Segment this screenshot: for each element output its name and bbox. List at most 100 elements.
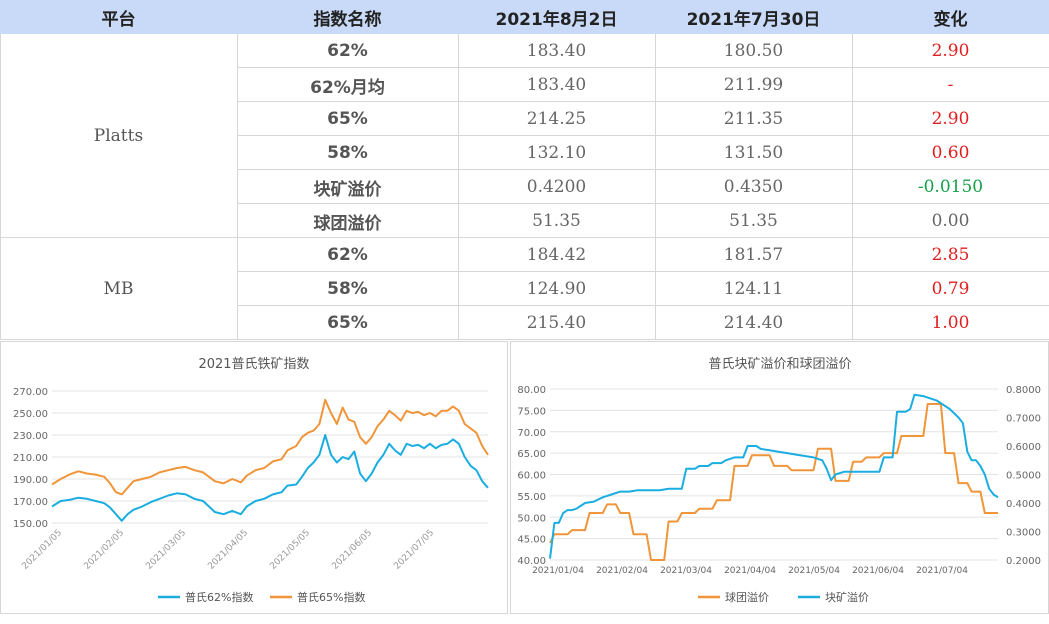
y-tick-label: 65.00: [517, 449, 546, 460]
value-date-2-cell: 211.35: [723, 109, 784, 129]
y-tick-label: 75.00: [517, 406, 546, 417]
y-tick-label: 190.00: [13, 475, 48, 486]
change-cell: 2.90: [931, 41, 970, 61]
value-date-2-cell: 131.50: [723, 143, 784, 163]
chart-title: 2021普氏铁矿指数: [198, 357, 309, 372]
value-date-2-cell: 124.11: [723, 279, 784, 299]
header-index-name: 指数名称: [237, 0, 458, 34]
value-date-1-cell: 124.90: [526, 279, 587, 299]
iron-ore-index-chart: 2021普氏铁矿指数 150.00 170.00 190.00 210.00 230.00…: [0, 341, 508, 615]
value-date-1-cell: 183.40: [526, 75, 587, 95]
y-tick-label: 55.00: [517, 492, 546, 503]
value-date-2-cell: 0.4350: [723, 177, 784, 197]
row-divider: [237, 237, 1049, 238]
x-tick-label: 2021/02/04: [596, 566, 648, 576]
value-date-1-cell: 214.25: [526, 109, 587, 129]
price-table: 平台 指数名称 2021年8月2日 2021年7月30日 变化 62% 183.40 2.90…: [0, 0, 1049, 340]
change-cell: 2.85: [931, 245, 970, 265]
header-date-1: 2021年8月2日: [458, 0, 655, 34]
x-tick-label: 2021/07/04: [916, 566, 968, 576]
row-divider: [237, 135, 1049, 136]
x-tick-label: 2021/01/04: [532, 566, 584, 576]
value-date-1-cell: 215.40: [526, 313, 587, 333]
value-date-2-cell: 181.57: [723, 245, 784, 265]
x-tick-label: 2021/06/04: [852, 566, 904, 576]
index-name-cell: 65%: [327, 109, 368, 129]
y-tick-label: 80.00: [517, 385, 546, 396]
y-tick-label: 150.00: [13, 519, 48, 530]
y-tick-label: 45.00: [517, 535, 546, 546]
y-tick-label: 270.00: [13, 387, 48, 398]
y-right-tick-label: 0.3000: [1006, 528, 1041, 539]
change-cell: -0.0150: [917, 177, 984, 197]
legend-label: 块矿溢价: [825, 590, 869, 604]
y-right-tick-label: 0.6000: [1006, 442, 1041, 453]
y-tick-label: 250.00: [13, 409, 48, 420]
y-right-tick-label: 0.7000: [1006, 414, 1041, 425]
x-tick-label: 2021/05/04: [788, 566, 840, 576]
y-tick-label: 210.00: [13, 453, 48, 464]
y-tick-label: 40.00: [517, 556, 546, 567]
y-tick-label: 230.00: [13, 431, 48, 442]
index-name-cell: 球团溢价: [313, 213, 382, 234]
header-change: 变化: [852, 0, 1049, 34]
x-tick-label: 2021/04/04: [724, 566, 776, 576]
x-tick-label: 2021/02/05: [82, 528, 126, 572]
series-line: [51, 434, 489, 522]
series-line: [549, 393, 999, 559]
change-cell: 0.79: [931, 279, 970, 299]
row-divider: [237, 67, 1049, 68]
row-divider: [237, 169, 1049, 170]
value-date-1-cell: 183.40: [526, 41, 587, 61]
index-name-cell: 62%: [327, 41, 368, 61]
chart-title: 普氏块矿溢价和球团溢价: [708, 357, 851, 372]
value-date-1-cell: 51.35: [532, 211, 581, 231]
y-right-tick-label: 0.4000: [1006, 499, 1041, 510]
group-divider: [0, 339, 237, 340]
change-cell: 1.00: [931, 313, 970, 333]
x-tick-label: 2021/06/05: [330, 528, 374, 572]
index-name-cell: 块矿溢价: [313, 179, 382, 200]
header-platform: 平台: [0, 0, 237, 34]
value-date-2-cell: 211.99: [723, 75, 784, 95]
value-date-1-cell: 0.4200: [526, 177, 587, 197]
row-divider: [237, 203, 1049, 204]
group-divider: [0, 237, 237, 238]
index-name-cell: 65%: [327, 313, 368, 333]
platform-cell: MB: [103, 279, 134, 299]
change-cell: 2.90: [931, 109, 970, 129]
premium-chart-svg: 普氏块矿溢价和球团溢价 40.00 45.00 50.00 55.00 60.00 65.0…: [510, 341, 1049, 614]
row-divider: [237, 339, 1049, 340]
column-divider: [655, 34, 656, 340]
value-date-2-cell: 180.50: [723, 41, 784, 61]
legend-label: 球团溢价: [725, 590, 769, 604]
legend-label: 普氏65%指数: [297, 590, 365, 604]
row-divider: [237, 101, 1049, 102]
x-tick-label: 2021/03/05: [144, 528, 188, 572]
platform-cell: Platts: [93, 126, 144, 146]
y-right-tick-label: 0.5000: [1006, 471, 1041, 482]
iron-ore-index-chart-svg: 2021普氏铁矿指数 150.00 170.00 190.00 210.00 230.00…: [0, 341, 508, 614]
change-cell: 0.00: [931, 211, 970, 231]
index-name-cell: 58%: [327, 279, 368, 299]
y-tick-label: 170.00: [13, 497, 48, 508]
left-border: [0, 34, 1, 340]
x-tick-label: 2021/04/05: [206, 528, 250, 572]
chart-border: [0, 341, 508, 614]
series-line: [549, 403, 998, 561]
x-tick-label: 2021/03/04: [660, 566, 712, 576]
change-cell: -: [947, 75, 954, 95]
column-divider: [237, 34, 238, 340]
y-tick-label: 60.00: [517, 471, 546, 482]
value-date-1-cell: 184.42: [526, 245, 587, 265]
legend-label: 普氏62%指数: [185, 590, 253, 604]
change-cell: 0.60: [931, 143, 970, 163]
x-tick-label: 2021/05/05: [268, 528, 312, 572]
index-name-cell: 62%: [327, 245, 368, 265]
value-date-2-cell: 214.40: [723, 313, 784, 333]
header-date-2: 2021年7月30日: [655, 0, 852, 34]
value-date-2-cell: 51.35: [729, 211, 778, 231]
x-tick-label: 2021/01/05: [20, 528, 64, 572]
index-name-cell: 62%月均: [310, 77, 385, 98]
column-divider: [852, 34, 853, 340]
